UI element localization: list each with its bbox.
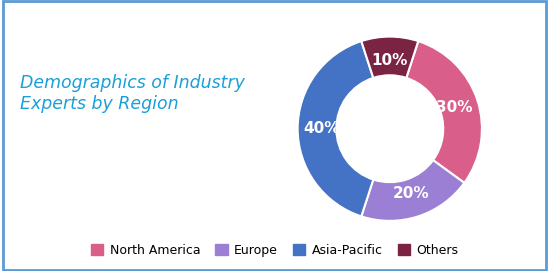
Text: Demographics of Industry
Experts by Region: Demographics of Industry Experts by Regi… xyxy=(20,74,245,113)
Wedge shape xyxy=(361,160,464,221)
Text: 30%: 30% xyxy=(436,100,473,115)
Wedge shape xyxy=(406,41,482,183)
Wedge shape xyxy=(298,41,373,216)
Text: 10%: 10% xyxy=(372,53,408,68)
Wedge shape xyxy=(361,37,418,78)
Legend: North America, Europe, Asia-Pacific, Others: North America, Europe, Asia-Pacific, Oth… xyxy=(86,239,463,262)
Text: 40%: 40% xyxy=(304,121,340,136)
Text: 20%: 20% xyxy=(393,186,429,201)
